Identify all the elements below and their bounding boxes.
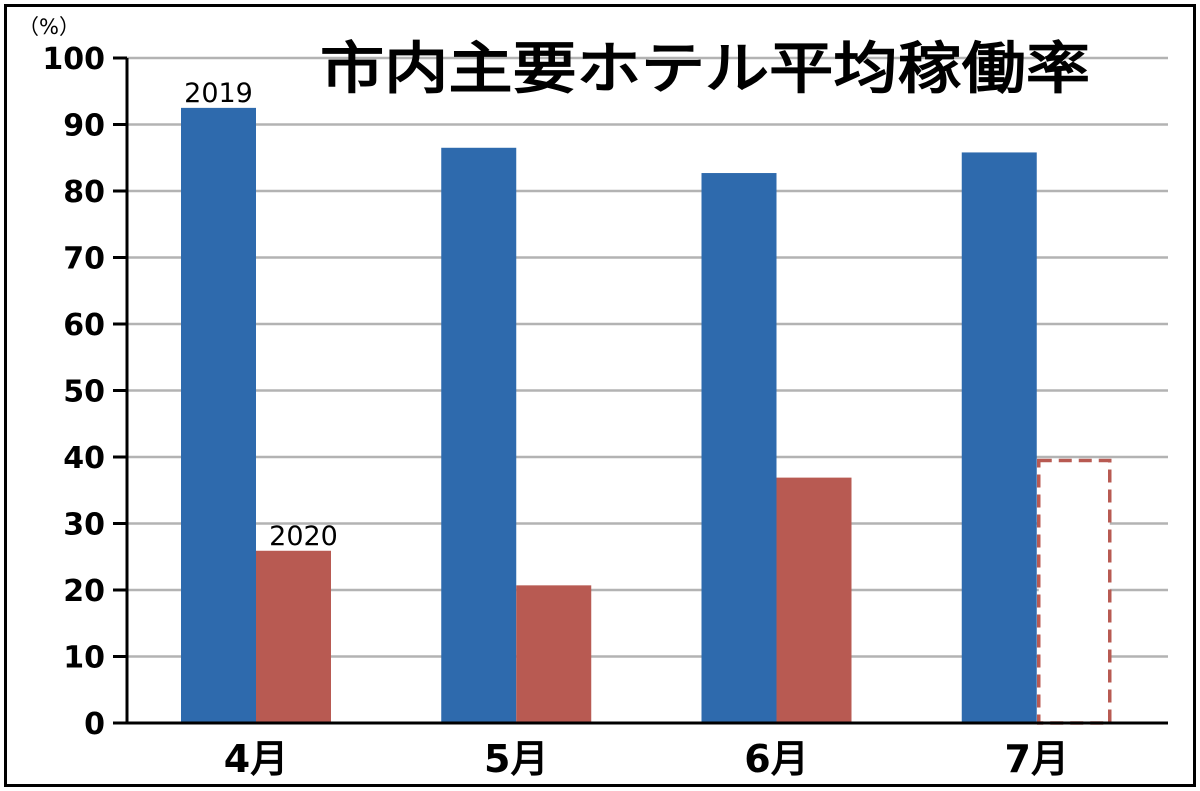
x-category-labels: 4月 5月 6月 7月 <box>224 737 1069 781</box>
axes <box>113 56 1168 725</box>
x-category-label: 7月 <box>1005 737 1069 781</box>
chart-title: 市内主要ホテル平均稼働率 <box>320 37 1090 102</box>
bar-2019-6 <box>701 173 777 724</box>
y-tick-label: 0 <box>84 707 105 742</box>
y-tick-label: 100 <box>42 42 105 77</box>
bar-2019-4 <box>181 107 256 723</box>
bar-2020-6 <box>776 477 852 723</box>
x-category-label: 4月 <box>224 737 288 781</box>
y-tick-label: 50 <box>63 375 105 410</box>
series-labels: 2019 2020 <box>184 78 338 552</box>
bar-2020-5 <box>516 585 592 723</box>
y-tick-labels: 0 10 20 30 40 50 60 70 80 90 100 <box>42 42 105 742</box>
y-axis-unit-label: （%） <box>18 15 80 39</box>
bar-2020-7 <box>1037 458 1112 725</box>
bar-2020-4 <box>256 550 331 723</box>
x-category-label: 5月 <box>484 737 548 781</box>
bar-2019-5 <box>441 147 517 723</box>
bars <box>181 107 1112 725</box>
y-tick-label: 90 <box>63 109 105 144</box>
y-tick-label: 70 <box>63 242 105 277</box>
y-tick-label: 30 <box>63 508 105 543</box>
y-tick-label: 20 <box>63 574 105 609</box>
series-label-2020: 2020 <box>269 521 338 552</box>
x-category-label: 6月 <box>744 737 808 781</box>
y-tick-label: 80 <box>63 175 105 210</box>
y-tick-label: 10 <box>63 641 105 676</box>
series-label-2019: 2019 <box>184 78 253 109</box>
y-tick-label: 40 <box>63 441 105 476</box>
y-tick-label: 60 <box>63 308 105 343</box>
bar-2019-7 <box>961 152 1037 723</box>
